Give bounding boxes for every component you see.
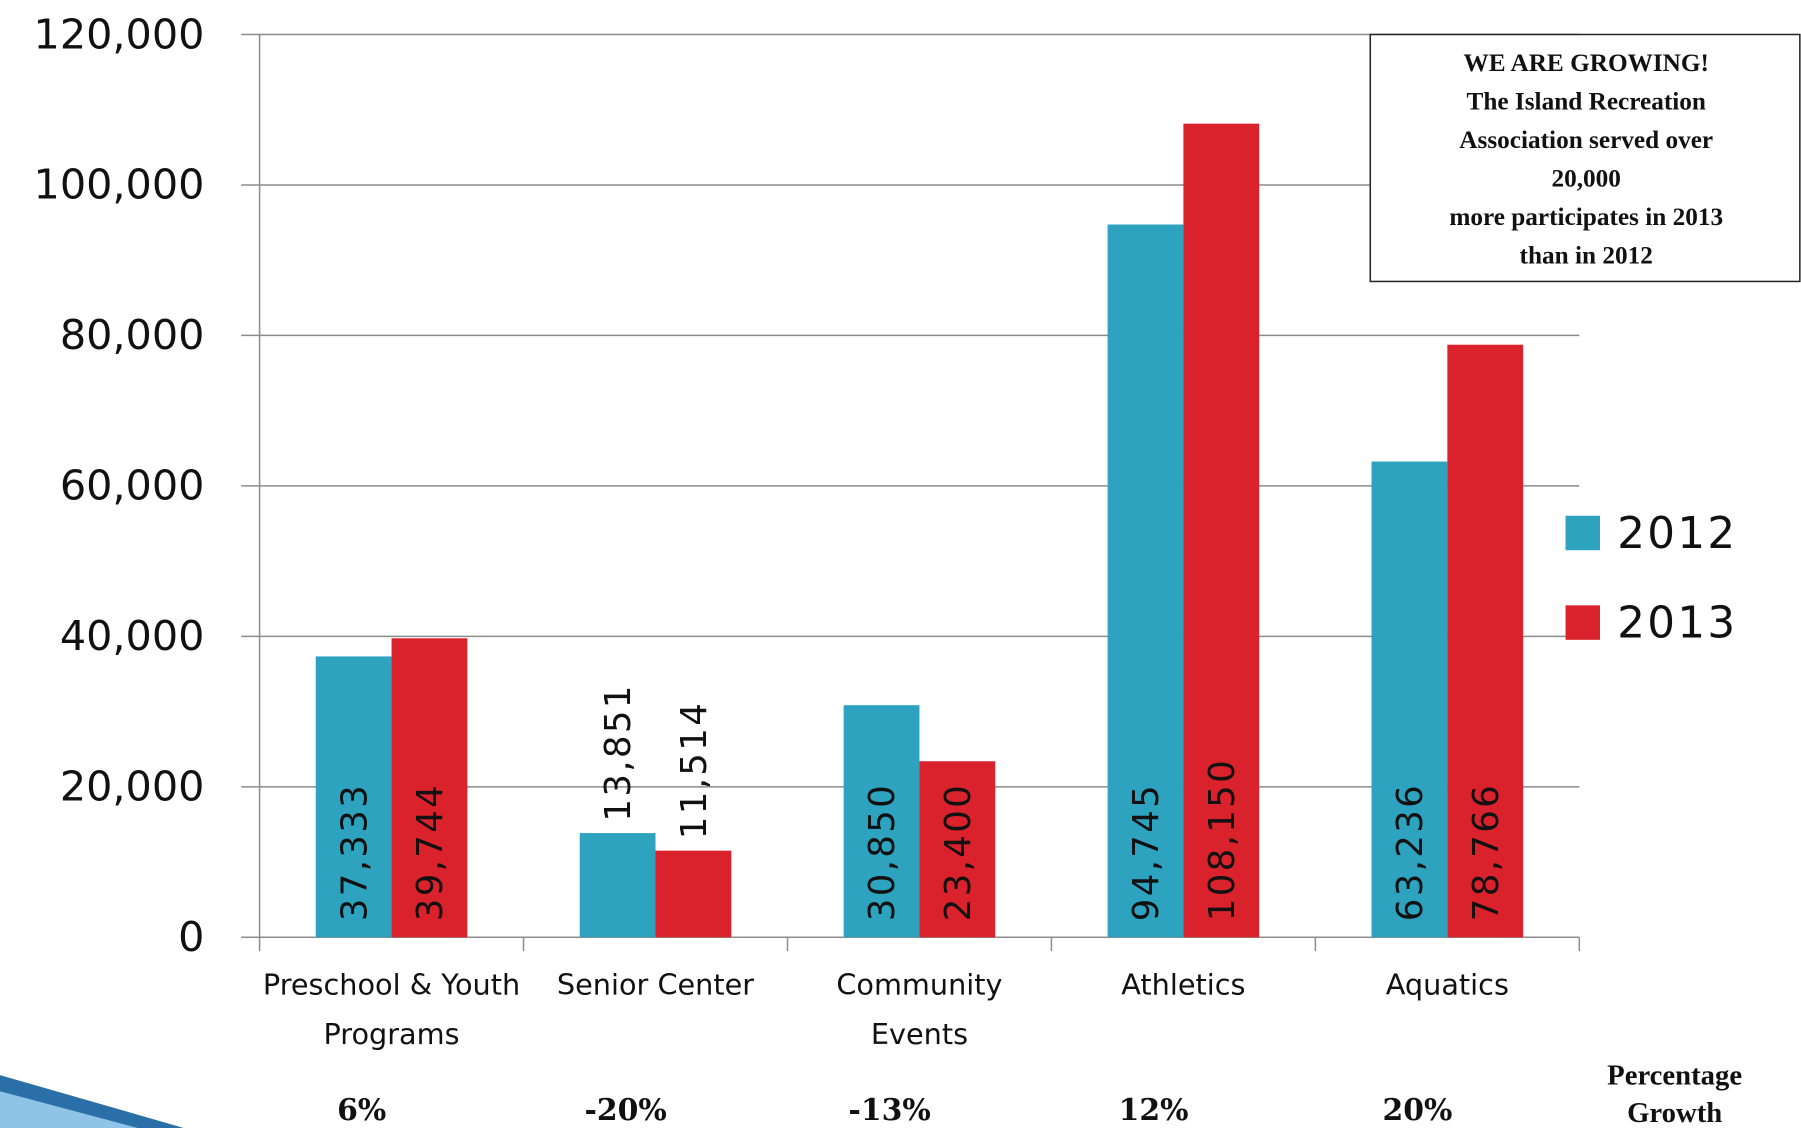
value-label: 30,850 [862,783,903,921]
value-label: 37,333 [334,783,375,921]
legend-label: 2013 [1617,598,1737,649]
growth-label: 12% [1119,1093,1189,1128]
y-tick-label: 80,000 [60,311,205,359]
y-tick-label: 100,000 [34,161,205,209]
bar [579,833,656,938]
growth-title: Percentage [1607,1059,1742,1091]
bar [1107,224,1184,938]
value-label: 94,745 [1126,783,1167,921]
value-label: 11,514 [674,701,715,839]
growth-label: -20% [584,1093,666,1128]
x-label-box: Community Events [836,968,1003,1052]
x-tick-label: Senior Center [556,968,755,1002]
growth-label: 6% [337,1093,386,1128]
y-tick-label: 120,000 [34,10,205,58]
y-tick-label: 20,000 [60,763,205,811]
value-label: 39,744 [410,783,451,921]
annotation-text: more participates in 2013 [1449,203,1723,231]
bar [843,705,920,938]
bar [1371,461,1448,938]
x-tick-label: Preschool & Youth Programs [262,968,521,1052]
growth-label: -13% [848,1093,930,1128]
bar [919,761,996,938]
value-label: 63,236 [1390,783,1431,921]
annotation-text: Association served over [1459,126,1713,154]
annotation-text: WE ARE GROWING! [1463,49,1709,77]
y-tick-label: 60,000 [60,462,205,510]
annotation-text: 20,000 [1551,165,1620,193]
growth-label: 20% [1383,1093,1453,1128]
bar [1183,123,1260,938]
legend-label: 2012 [1617,508,1737,559]
x-tick-label: Athletics [1121,968,1246,1002]
annotation-text: than in 2012 [1520,242,1653,270]
legend-swatch [1565,605,1600,640]
value-label: 23,400 [938,783,979,921]
bar [391,638,468,938]
x-label-box: Aquatics [1385,968,1509,1002]
x-label-box: Senior Center [556,968,755,1002]
annotation-box [1369,33,1801,283]
x-tick-label: Aquatics [1385,968,1509,1002]
bar [655,850,732,938]
bar [315,656,392,938]
y-tick-label: 40,000 [60,612,205,660]
value-label: 108,150 [1202,758,1243,921]
growth-title: Growth [1627,1097,1722,1128]
y-tick-label: 0 [178,913,204,961]
legend-swatch [1565,515,1600,551]
x-label-box: Athletics [1121,968,1246,1002]
bar [1447,344,1524,938]
x-label-box: Preschool & Youth Programs [262,968,521,1052]
value-label: 13,851 [598,683,639,821]
value-label: 78,766 [1466,783,1507,921]
x-tick-label: Community Events [836,968,1003,1052]
annotation-text: The Island Recreation [1467,88,1706,116]
